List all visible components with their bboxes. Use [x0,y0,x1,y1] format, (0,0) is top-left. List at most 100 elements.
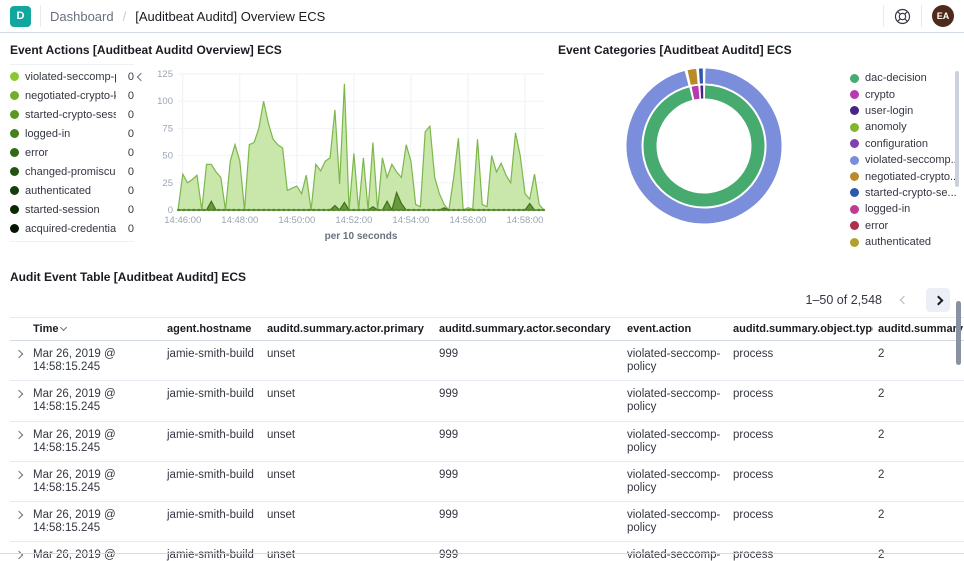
legend-swatch-icon [850,90,859,100]
legend-value: 0 [127,222,134,235]
chevron-right-icon [14,390,24,399]
legend-item-authenticated[interactable]: authenticated 0 [10,181,134,200]
column-header-Time[interactable]: Time [28,318,162,340]
area-series-event-actions-total[interactable] [177,83,546,212]
row-expand-button[interactable] [10,542,28,560]
audit-event-table: Time agent.hostname auditd.summary.actor.p… [10,317,964,561]
legend-swatch-icon [10,129,19,138]
pagination-prev-button[interactable] [894,290,914,310]
chevron-right-icon [933,295,943,306]
legend-label: started-crypto-sessi... [25,108,116,121]
legend-item-started-crypto-se[interactable]: started-crypto-se... [850,185,964,201]
legend-label: crypto [865,88,895,101]
legend-item-configuration[interactable]: configuration [850,136,964,152]
legend-item-negotiated-crypto[interactable]: negotiated-crypto... [850,168,964,184]
row-expand-button[interactable] [10,502,28,520]
donut-slice-negotiated-crypto-key[interactable] [687,68,698,85]
table-cell: process [733,509,774,522]
row-expand-button[interactable] [10,462,28,480]
legend-swatch-icon [10,186,19,195]
legend-scrollbar[interactable] [955,71,959,187]
legend-item-acquired-credentials[interactable]: acquired-credentials 0 [10,219,134,238]
event-categories-panel: Event Categories [Auditbeat Auditd] ECS … [550,43,964,250]
legend-label: negotiated-crypto-key [25,89,116,102]
legend-item-dac-decision[interactable]: dac-decision [850,70,964,86]
pagination-next-button[interactable] [926,288,950,313]
event-actions-title: Event Actions [Auditbeat Auditd Overview… [10,43,282,57]
table-cell: jamie-smith-build [167,509,254,522]
legend-item-violated-seccomp[interactable]: violated-seccomp... [850,152,964,168]
legend-item-authenticated[interactable]: authenticated [850,234,964,250]
legend-item-violated-seccomp-p[interactable]: violated-seccomp-p... 0 [10,67,134,86]
legend-item-negotiated-crypto-key[interactable]: negotiated-crypto-key 0 [10,86,134,105]
event-actions-area-chart[interactable]: 0 25 50 75 100 125 14:46:00 14:48:00 14:50:00 14:… [148,64,550,242]
page-title: [Auditbeat Auditd] Overview ECS [135,8,326,24]
y-axis-tick-label: 125 [157,69,173,80]
legend-item-error[interactable]: error [850,218,964,234]
help-icon[interactable] [894,8,911,25]
column-header-event-action[interactable]: event.action [627,323,692,336]
legend-swatch-icon [850,73,859,83]
column-header-agent-hostname[interactable]: agent.hostname [167,323,252,336]
legend-item-logged-in[interactable]: logged-in 0 [10,124,134,143]
legend-label: changed-promiscuo... [25,165,116,178]
table-cell: violated-seccomp-policy [627,388,721,414]
table-cell: jamie-smith-build [167,549,254,561]
legend-swatch-icon [850,204,859,214]
legend-item-started-crypto-sessi[interactable]: started-crypto-sessi... 0 [10,105,134,124]
event-categories-title: Event Categories [Auditbeat Auditd] ECS [558,43,792,57]
table-cell: jamie-smith-build [167,388,254,401]
table-row: Mar 26, 2019 @ 14:58:15.245 jamie-smith-b… [10,381,964,422]
legend-item-anomoly[interactable]: anomoly [850,119,964,135]
column-header-auditd-summary-object-type[interactable]: auditd.summary.object.type [733,323,873,336]
x-axis-tick-label: 14:48:00 [221,215,258,226]
donut-slice-crypto[interactable] [691,85,700,100]
table-cell: Mar 26, 2019 @ 14:58:15.245 [33,428,116,454]
legend-swatch-icon [850,155,859,165]
legend-label: authenticated [25,184,92,197]
chevron-left-icon [899,296,909,305]
legend-label: anomoly [865,121,907,134]
event-categories-body: dac-decision crypto user-login anomoly confi… [558,62,964,250]
legend-item-changed-promiscuo[interactable]: changed-promiscuo... 0 [10,162,134,181]
table-scrollbar[interactable] [956,301,961,365]
table-cell: unset [267,348,296,361]
legend-item-crypto[interactable]: crypto [850,86,964,102]
table-row: Mar 26, 2019 @ 14:58:15.245 jamie-smith-b… [10,462,964,503]
legend-swatch-icon [10,110,19,119]
row-expand-button[interactable] [10,381,28,399]
table-cell: jamie-smith-build [167,348,254,361]
table-cell: 2 [878,388,885,401]
legend-collapse-button[interactable] [134,64,148,242]
row-expand-button[interactable] [10,422,28,439]
column-header-auditd-summary-actor-primary[interactable]: auditd.summary.actor.primary [267,323,424,336]
legend-item-started-session[interactable]: started-session 0 [10,200,134,219]
legend-label: negotiated-crypto... [865,170,960,183]
table-cell: unset [267,428,296,441]
event-categories-donut-chart[interactable] [620,62,788,230]
row-expand-button[interactable] [10,341,28,359]
dashboard-top-row: Event Actions [Auditbeat Auditd Overview… [0,33,964,250]
breadcrumb-dashboard[interactable]: Dashboard [50,8,114,24]
table-cell: Mar 26, 2019 @ 14:58:15.245 [33,348,116,374]
legend-label: error [25,146,49,159]
pagination-range-label: 1–50 of 2,548 [805,293,882,308]
legend-item-error[interactable]: error 0 [10,143,134,162]
table-row: Mar 26, 2019 @ 14:58:15.245 jamie-smith-b… [10,422,964,462]
legend-item-logged-in[interactable]: logged-in [850,201,964,217]
legend-item-user-login[interactable]: user-login [850,103,964,119]
table-cell: 999 [439,428,459,441]
donut-slice-dac-decision[interactable] [643,85,765,207]
top-navigation-bar: D Dashboard / [Auditbeat Auditd] Overvie… [0,0,964,33]
legend-label: logged-in [865,203,911,216]
user-avatar[interactable]: EA [932,5,954,27]
x-axis-tick-label: 14:50:00 [278,215,315,226]
y-axis-tick-label: 0 [168,205,173,216]
app-logo[interactable]: D [10,5,31,27]
legend-swatch-icon [850,237,859,247]
chevron-right-icon [14,430,24,439]
x-axis-label: per 10 seconds [325,231,398,242]
column-header-auditd-summary-actor-secondary[interactable]: auditd.summary.actor.secondary [439,323,611,336]
column-header-auditd-summary[interactable]: auditd.summary [878,323,963,336]
donut-slice-violated-seccomp-policy[interactable] [626,68,782,224]
